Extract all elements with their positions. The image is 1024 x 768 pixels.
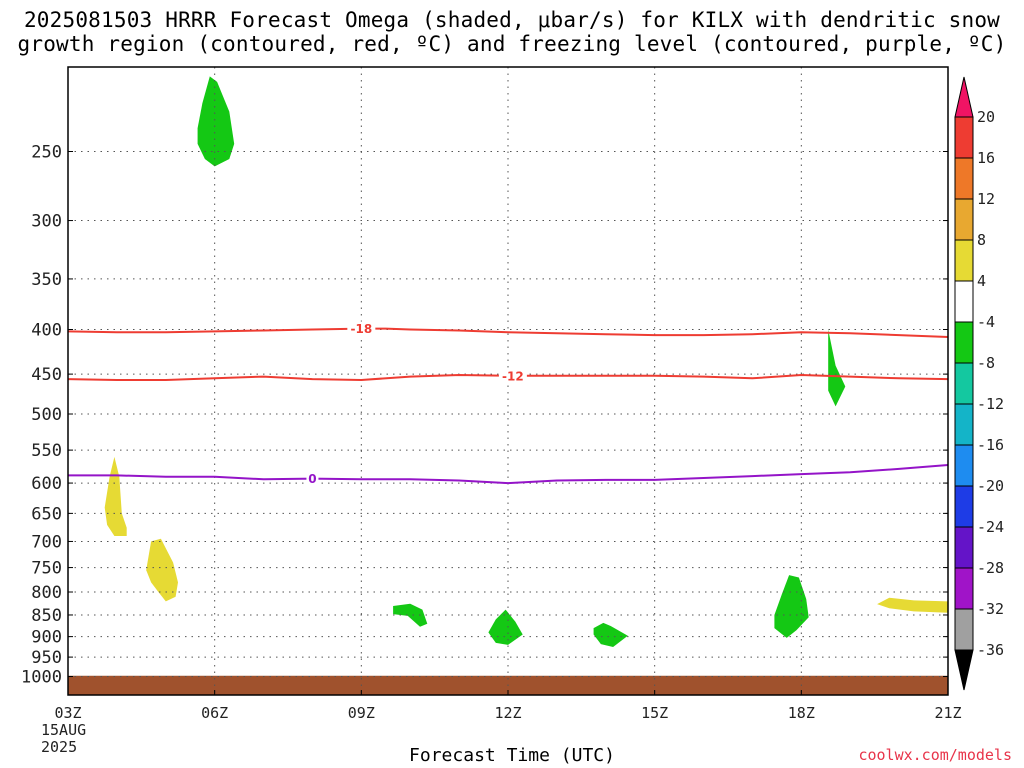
omega-region-5 (488, 609, 523, 645)
colorbar-label: 8 (977, 231, 986, 249)
y-tick-label: 550 (31, 441, 62, 461)
colorbar-box (954, 526, 974, 569)
omega-region-7 (774, 575, 809, 638)
colorbar-box (954, 116, 974, 159)
chart-title-line1: 2025081503 HRRR Forecast Omega (shaded, … (23, 8, 1001, 32)
colorbar-box (954, 444, 974, 487)
x-tick-label: 12Z (494, 704, 521, 722)
x-tick-label: 21Z (934, 704, 961, 722)
omega-region-3 (828, 329, 846, 407)
colorbar-label: -36 (977, 641, 1004, 659)
colorbar-box (954, 403, 974, 446)
contour-label-bg (498, 368, 527, 383)
omega-region-8 (877, 597, 948, 613)
colorbar-cap-top (954, 76, 974, 118)
colorbar-label: -16 (977, 436, 1004, 454)
y-tick-label: 600 (31, 474, 62, 494)
contour-label--18: -18 (350, 322, 372, 336)
colorbar-cap-bottom (954, 649, 974, 691)
omega-region-2 (146, 538, 178, 602)
y-tick-label: 750 (31, 559, 62, 579)
contour-label-bg (306, 471, 319, 486)
x-tick-label: 09Z (348, 704, 375, 722)
colorbar-box (954, 157, 974, 200)
colorbar: 20 16 12 8 4 -4 -8 -12 -16 -20 -24 -28 -32 -36 (954, 76, 1004, 691)
omega-region-1 (104, 456, 127, 536)
y-tick-label: 950 (31, 648, 62, 668)
x-tick-label: 15Z (641, 704, 668, 722)
colorbar-label: -28 (977, 559, 1004, 577)
x-tick-label: 03Z (54, 704, 81, 722)
x-tick-year: 2025 (41, 738, 77, 756)
omega-region-0 (197, 76, 235, 167)
colorbar-label: -24 (977, 518, 1004, 536)
colorbar-box (954, 280, 974, 323)
y-tick-label: 250 (31, 143, 62, 163)
contour-label-bg (347, 321, 376, 336)
contour-0 (68, 464, 949, 485)
colorbar-box (954, 239, 974, 282)
colorbar-label: -4 (977, 313, 995, 331)
colorbar-label: 4 (977, 272, 986, 290)
colorbar-label: -8 (977, 354, 995, 372)
colorbar-box (954, 198, 974, 241)
contour-label-0: 0 (308, 472, 316, 486)
colorbar-box (954, 567, 974, 610)
y-tick-label: 450 (31, 365, 62, 385)
y-tick-label: 500 (31, 405, 62, 425)
chart-title-line2: growth region (contoured, red, ºC) and f… (17, 32, 1007, 56)
colorbar-label: -20 (977, 477, 1004, 495)
colorbar-box (954, 485, 974, 528)
y-tick-label: 800 (31, 583, 62, 603)
colorbar-label: -32 (977, 600, 1004, 618)
y-tick-label: 850 (31, 606, 62, 626)
colorbar-label: 16 (977, 149, 995, 167)
y-tick-label: 1000 (21, 668, 62, 688)
y-tick-label: 650 (31, 504, 62, 524)
x-tick-date: 15AUG (41, 721, 86, 739)
omega-region-6 (593, 622, 628, 647)
y-tick-label: 400 (31, 321, 62, 341)
y-tick-label: 350 (31, 270, 62, 290)
contour--18 (67, 327, 949, 338)
y-tick-label: 300 (31, 212, 62, 232)
y-tick-label: 700 (31, 532, 62, 552)
y-tick-label: 900 (31, 628, 62, 648)
x-axis-label: Forecast Time (UTC) (409, 745, 615, 766)
omega-region-4 (393, 603, 428, 627)
colorbar-box (954, 362, 974, 405)
colorbar-label: -12 (977, 395, 1004, 413)
colorbar-label: 12 (977, 190, 995, 208)
colorbar-box (954, 321, 974, 364)
colorbar-box (954, 608, 974, 651)
x-tick-label: 18Z (788, 704, 815, 722)
x-tick-label: 06Z (201, 704, 228, 722)
colorbar-label: 20 (977, 108, 995, 126)
contour-label--12: -12 (502, 369, 524, 383)
credit-text: coolwx.com/models (858, 746, 1012, 764)
